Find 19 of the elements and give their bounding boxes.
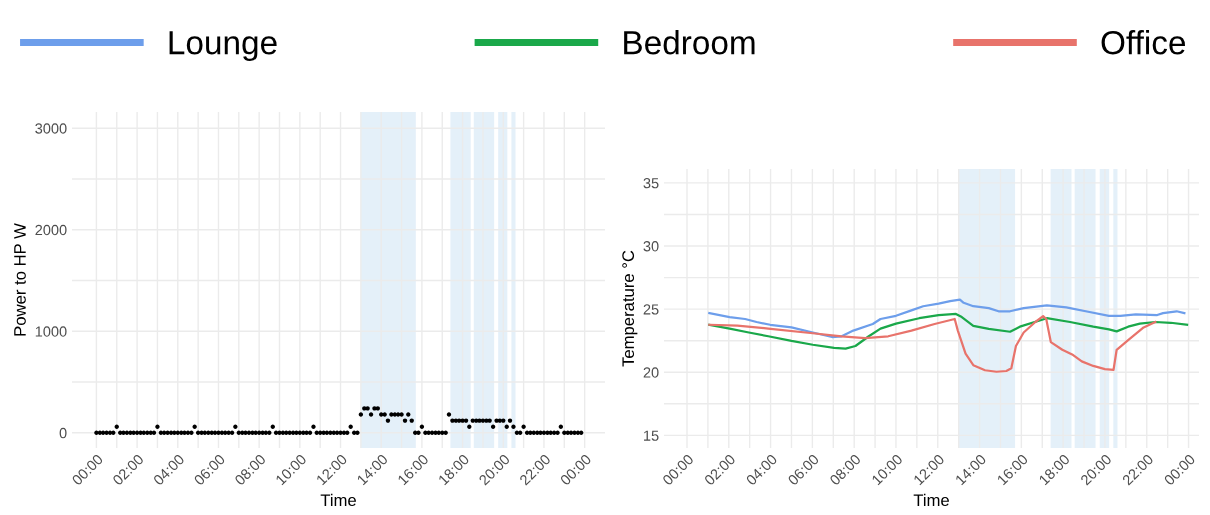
y-tick-label: 2000 (35, 224, 67, 236)
y-axis-title: Temperature °C (622, 250, 638, 367)
y-tick-label: 35 (643, 177, 659, 189)
y-tick-label: 15 (644, 430, 659, 441)
y-tick-label: 1000 (35, 326, 67, 337)
legend-label: Bedroom (624, 30, 755, 55)
y-tick-label: 30 (643, 241, 659, 252)
y-tick-label: 25 (643, 304, 659, 315)
y-tick-label: 3000 (35, 123, 67, 134)
legend-label: Lounge (169, 31, 277, 62)
y-tick-label: 20 (643, 367, 659, 378)
x-axis-title: Time (913, 493, 949, 507)
x-axis-title: Time (320, 493, 356, 507)
y-axis-title: Power to HP W (14, 223, 26, 336)
line-series (708, 312, 1189, 350)
line-series (708, 315, 1157, 373)
line-series (708, 298, 1186, 339)
legend-label: Office (1101, 30, 1185, 55)
y-tick-label: 0 (59, 427, 67, 439)
